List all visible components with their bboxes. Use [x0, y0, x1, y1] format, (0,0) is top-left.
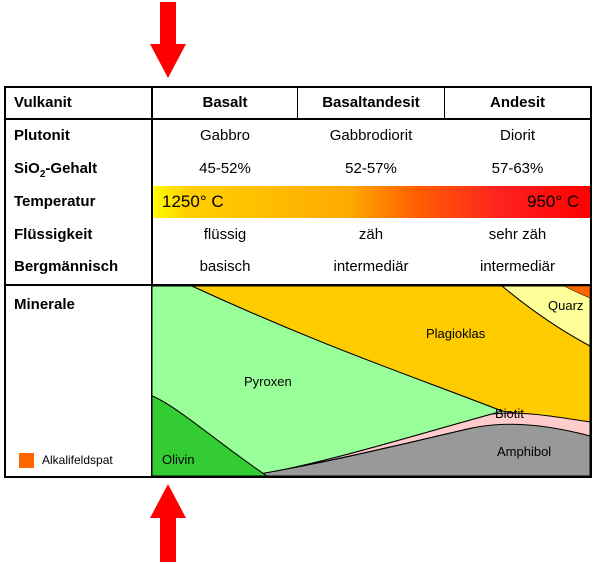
row-label-temperatur: Temperatur — [14, 193, 96, 210]
minerals-title: Minerale — [14, 296, 75, 313]
bergmaennisch-basaltandesit: intermediär — [333, 258, 409, 275]
minerals-diagram: Olivin Pyroxen Plagioklas Quarz Biotit A… — [152, 286, 590, 476]
fluessigkeit-andesit: sehr zäh — [488, 226, 547, 243]
column-divider-1 — [151, 86, 153, 478]
row-label-bergmaennisch: Bergmännisch — [14, 258, 119, 275]
minerals-divider — [4, 284, 592, 286]
sio2-label-rest: -Gehalt — [45, 160, 98, 177]
plutonit-basalt: Gabbro — [199, 127, 251, 144]
label-quarz: Quarz — [548, 298, 583, 313]
sio2-basalt: 45-52% — [199, 160, 251, 177]
sio2-basaltandesit: 52-57% — [345, 160, 397, 177]
column-divider-2 — [297, 86, 298, 120]
alkalifeldspat-region — [563, 286, 590, 299]
fluessigkeit-basaltandesit: zäh — [358, 226, 384, 243]
label-biotit: Biotit — [495, 406, 524, 421]
rock-classification-table — [4, 86, 592, 478]
row-label-plutonit: Plutonit — [14, 127, 70, 144]
sio2-label-main: SiO — [14, 160, 40, 177]
down-arrow-icon — [150, 2, 186, 78]
header-vulkanit: Vulkanit — [14, 94, 72, 111]
olivin-region — [152, 395, 268, 476]
plutonit-andesit: Diorit — [499, 127, 535, 144]
temperature-gradient-bar — [152, 186, 590, 218]
header-basaltandesit: Basaltandesit — [322, 94, 420, 111]
column-divider-3 — [444, 86, 445, 120]
row-label-fluessigkeit: Flüssigkeit — [14, 226, 93, 243]
up-arrow-icon — [150, 484, 186, 562]
alkalifeldspat-legend-swatch — [19, 453, 34, 468]
plutonit-basaltandesit: Gabbrodiorit — [329, 127, 413, 144]
sio2-andesit: 57-63% — [491, 160, 544, 177]
quarz-region — [501, 286, 590, 347]
fluessigkeit-basalt: flüssig — [203, 226, 247, 243]
header-divider — [4, 118, 592, 120]
bergmaennisch-andesit: intermediär — [479, 258, 556, 275]
alkalifeldspat-legend-label: Alkalifeldspat — [42, 453, 113, 467]
amphibol-region — [246, 423, 590, 476]
label-pyroxen: Pyroxen — [244, 374, 292, 389]
temperature-low: 950° C — [527, 192, 580, 211]
header-basalt: Basalt — [202, 94, 248, 111]
sio2-label-subscript: 2 — [39, 169, 46, 180]
header-andesit: Andesit — [489, 94, 545, 111]
label-amphibol: Amphibol — [497, 444, 551, 459]
temperature-high: 1250° C — [162, 192, 224, 211]
label-plagioklas: Plagioklas — [426, 326, 486, 341]
label-olivin: Olivin — [162, 452, 195, 467]
bergmaennisch-basalt: basisch — [199, 258, 251, 275]
row-label-sio2: SiO2-Gehalt — [6, 154, 150, 184]
